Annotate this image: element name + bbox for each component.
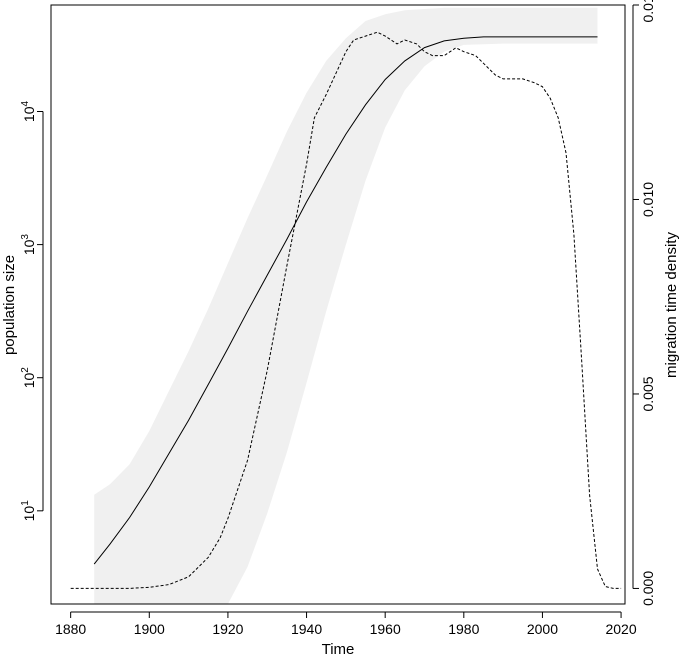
y-right-tick-label: 0.010 bbox=[640, 182, 656, 217]
x-axis: 1880 1900 1920 1940 1960 1980 2000 2020 bbox=[55, 611, 637, 637]
series-layer bbox=[70, 31, 622, 589]
y-left-tick-label: 104 bbox=[20, 100, 37, 122]
x-tick-label: 1960 bbox=[370, 621, 401, 637]
x-tick-label: 2020 bbox=[605, 621, 636, 637]
x-tick-label: 1980 bbox=[448, 621, 479, 637]
x-tick-label: 2000 bbox=[527, 621, 558, 637]
x-tick-label: 1920 bbox=[212, 621, 243, 637]
confidence-band-layer bbox=[94, 7, 598, 604]
x-tick-label: 1900 bbox=[134, 621, 165, 637]
plot-frame bbox=[50, 4, 626, 605]
x-axis-title: Time bbox=[322, 641, 355, 658]
y-right-tick-label: 0.015 bbox=[640, 0, 656, 23]
y-left-tick-label: 102 bbox=[20, 367, 37, 389]
y-left-tick-label: 101 bbox=[20, 500, 37, 522]
x-tick-label: 1940 bbox=[291, 621, 322, 637]
y-right-tick-label: 0.005 bbox=[640, 376, 656, 411]
migration-density-line bbox=[70, 31, 622, 589]
y-axis-right: 0.000 0.005 0.010 0.015 bbox=[632, 0, 656, 606]
y-right-tick-label: 0.000 bbox=[640, 571, 656, 606]
y-left-tick-label: 103 bbox=[20, 234, 37, 256]
x-tick-label: 1880 bbox=[55, 621, 86, 637]
y-axis-left: 101 102 103 104 bbox=[20, 100, 44, 522]
y-axis-right-title: migration time density bbox=[663, 232, 680, 378]
population-size-line bbox=[93, 36, 598, 565]
population-confidence-band bbox=[94, 7, 598, 604]
y-axis-left-title: population size bbox=[1, 255, 18, 355]
